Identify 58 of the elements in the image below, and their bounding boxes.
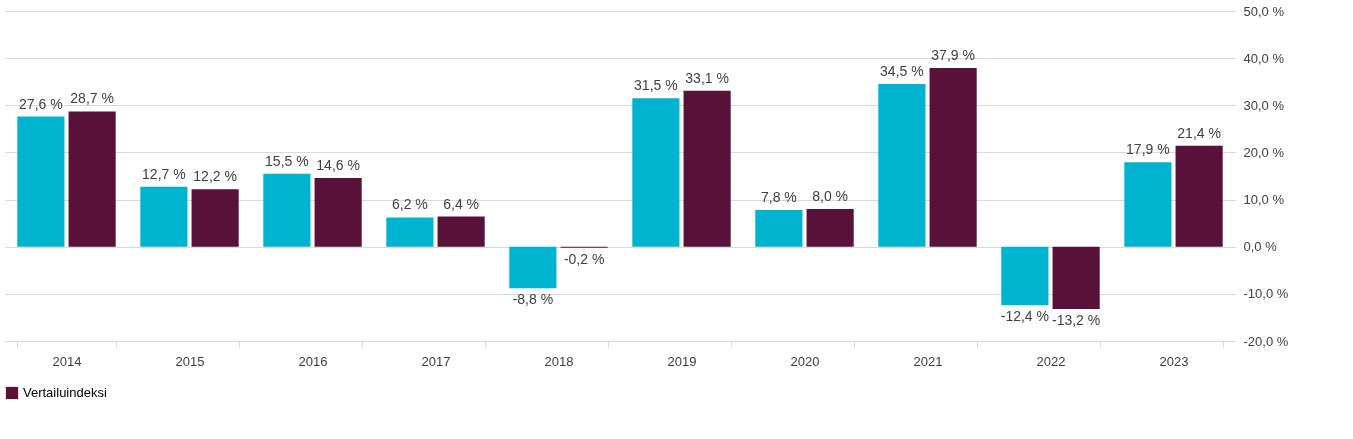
x-tick-label: 2021 [913, 353, 943, 369]
x-tick-label: 2022 [1036, 353, 1066, 369]
bar [140, 186, 188, 247]
data-label: -0,2 % [563, 250, 605, 267]
data-label: 37,9 % [931, 47, 975, 64]
data-label: -12,4 % [1000, 308, 1049, 325]
y-tick-label: 0,0 % [1243, 239, 1278, 255]
data-label: 21,4 % [1177, 124, 1221, 141]
data-label: 6,2 % [391, 196, 428, 213]
bar [1052, 246, 1100, 309]
y-tick-label: -20,0 % [1243, 333, 1289, 349]
x-tick-label: 2019 [667, 353, 697, 369]
bar [68, 111, 116, 247]
data-label: 34,5 % [880, 63, 924, 80]
bar [1175, 145, 1223, 247]
y-tick-label: 40,0 % [1243, 50, 1285, 66]
x-tick-label: 2014 [52, 353, 82, 369]
bar [929, 68, 977, 247]
bar [17, 116, 65, 247]
y-tick-label: 20,0 % [1243, 144, 1285, 160]
bar [191, 189, 239, 247]
y-tick-label: 50,0 % [1243, 3, 1285, 19]
x-tick-label: 2023 [1159, 353, 1189, 369]
data-label: 17,9 % [1126, 141, 1170, 158]
bar [1124, 162, 1172, 247]
bar [509, 246, 557, 289]
bar [632, 98, 680, 247]
bar [386, 217, 434, 247]
data-label: 33,1 % [685, 69, 729, 86]
data-label: -13,2 % [1052, 311, 1101, 328]
bar [263, 173, 311, 247]
x-tick-label: 2018 [544, 353, 574, 369]
y-tick-label: 10,0 % [1243, 192, 1285, 208]
bar [683, 90, 731, 247]
x-tick-label: 2020 [790, 353, 820, 369]
x-tick-label: 2016 [298, 353, 328, 369]
data-label: 8,0 % [812, 188, 849, 204]
x-tick-label: 2017 [421, 353, 451, 369]
data-label: 15,5 % [265, 152, 309, 169]
bar [314, 177, 362, 247]
data-label: 7,8 % [760, 188, 797, 205]
y-tick-label: -10,0 % [1243, 286, 1289, 302]
data-label: 14,6 % [316, 156, 360, 173]
data-label: 28,7 % [70, 90, 114, 107]
bar [437, 216, 485, 247]
bar [806, 209, 854, 247]
data-label: 27,6 % [19, 95, 63, 112]
y-tick-label: 30,0 % [1243, 97, 1285, 113]
data-label: -8,8 % [512, 291, 554, 308]
data-label: 12,2 % [193, 168, 237, 185]
bar [878, 84, 926, 247]
bar [1001, 246, 1049, 306]
legend-label: Vertailuindeksi [23, 385, 107, 400]
data-label: 31,5 % [634, 77, 678, 94]
x-tick-label: 2015 [175, 353, 205, 369]
bar [755, 209, 803, 247]
data-label: 12,7 % [142, 165, 186, 182]
data-label: 6,4 % [443, 195, 480, 212]
